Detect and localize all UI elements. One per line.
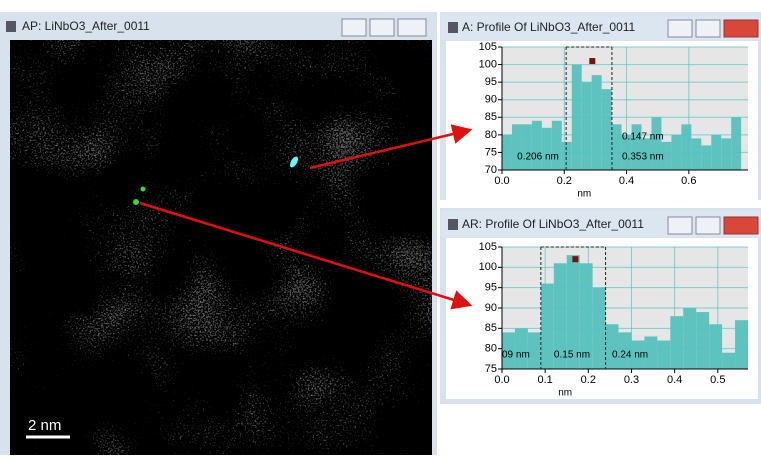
bar: [644, 336, 658, 369]
bar: [722, 352, 736, 369]
scale-bar-label: 2 nm: [28, 417, 61, 434]
arrow: [309, 124, 473, 170]
bar: [651, 117, 662, 170]
bar: [601, 89, 612, 170]
x-tick-label: 0.6: [681, 175, 696, 187]
x-tick-label: 0.5: [710, 374, 725, 386]
green-feature: [133, 199, 139, 205]
y-tick-label: 90: [485, 94, 497, 106]
y-tick-label: 105: [479, 41, 497, 53]
window-icon: [6, 21, 16, 32]
window-icon: [448, 22, 458, 33]
bar: [657, 340, 671, 369]
x-axis-label: nm: [577, 189, 591, 200]
bar: [579, 263, 593, 369]
bar: [551, 120, 562, 170]
x-tick-label: 0.4: [619, 175, 634, 187]
bar: [502, 332, 515, 369]
bar: [661, 141, 672, 170]
tem-image: [10, 40, 432, 455]
annotation: 0.206 nm: [517, 152, 559, 163]
bar: [683, 308, 697, 369]
bar: [581, 82, 592, 170]
bar: [631, 340, 645, 369]
bar: [540, 283, 554, 369]
bar: [670, 316, 684, 369]
window-icon: [448, 219, 458, 230]
bar: [541, 127, 552, 170]
x-tick-label: 0.0: [494, 374, 509, 386]
y-tick-label: 90: [485, 302, 497, 314]
bar: [691, 138, 702, 170]
bar: [605, 324, 619, 369]
x-tick-label: 0.2: [557, 175, 572, 187]
bar: [681, 124, 692, 170]
bar: [561, 141, 572, 170]
annotation: 0.353 nm: [622, 152, 664, 163]
x-tick-label: 0.3: [624, 374, 639, 386]
bar: [511, 124, 522, 170]
arrow: [139, 201, 473, 310]
bar: [721, 138, 732, 170]
minimize-button[interactable]: [341, 18, 367, 37]
minimize-button[interactable]: [667, 216, 693, 235]
y-tick-label: 75: [485, 146, 497, 158]
y-tick-label: 80: [485, 129, 497, 141]
y-tick-label: 105: [479, 241, 497, 253]
y-tick-label: 95: [485, 76, 497, 88]
charts: A: Profile Of LiNbO3_After_0011 70 75 80 85 9…: [441, 14, 760, 399]
bar: [631, 124, 642, 170]
x-axis-label: nm: [558, 388, 572, 399]
y-tick-label: 85: [485, 111, 497, 123]
annotation: 0.147 nm: [622, 132, 664, 143]
x-tick-label: 0.2: [581, 374, 596, 386]
bar: [641, 138, 652, 170]
y-tick-label: 100: [479, 261, 497, 273]
annotation: 0.15 nm: [554, 350, 590, 361]
x-tick-label: 0.4: [667, 374, 682, 386]
bar: [553, 263, 567, 369]
bar: [521, 124, 532, 170]
bar: [618, 332, 632, 369]
bar: [611, 124, 622, 170]
bar: [591, 75, 602, 170]
x-tick-label: 0.1: [538, 374, 553, 386]
y-tick-label: 100: [479, 58, 497, 70]
bar: [566, 255, 580, 369]
y-tick-label: 75: [485, 363, 497, 375]
close-button[interactable]: [397, 18, 427, 37]
window-title: AP: LiNbO3_After_0011: [22, 19, 150, 33]
bar: [696, 312, 710, 369]
cyan-feature: [290, 156, 298, 168]
green-feature: [140, 186, 146, 192]
annotation: 09 nm: [502, 350, 530, 361]
bar: [527, 332, 541, 369]
bar: [531, 120, 542, 170]
window-title: AR: Profile Of LiNbO3_After_0011: [462, 217, 644, 231]
maximize-button[interactable]: [695, 19, 721, 38]
bar: [731, 117, 742, 170]
maximize-button[interactable]: [695, 216, 721, 235]
window-title: A: Profile Of LiNbO3_After_0011: [462, 20, 636, 34]
marker: [572, 256, 579, 263]
annotation: 0.24 nm: [612, 350, 648, 361]
x-tick-label: 0.0: [494, 175, 509, 187]
bar: [735, 320, 748, 369]
close-button[interactable]: [723, 216, 759, 235]
bar: [701, 145, 712, 170]
marker: [589, 58, 596, 65]
y-tick-label: 80: [485, 343, 497, 355]
close-button[interactable]: [723, 19, 759, 38]
y-tick-label: 70: [485, 164, 497, 176]
bar: [709, 324, 723, 369]
y-tick-label: 85: [485, 322, 497, 334]
minimize-button[interactable]: [667, 19, 693, 38]
maximize-button[interactable]: [369, 18, 395, 37]
y-tick-label: 95: [485, 282, 497, 294]
